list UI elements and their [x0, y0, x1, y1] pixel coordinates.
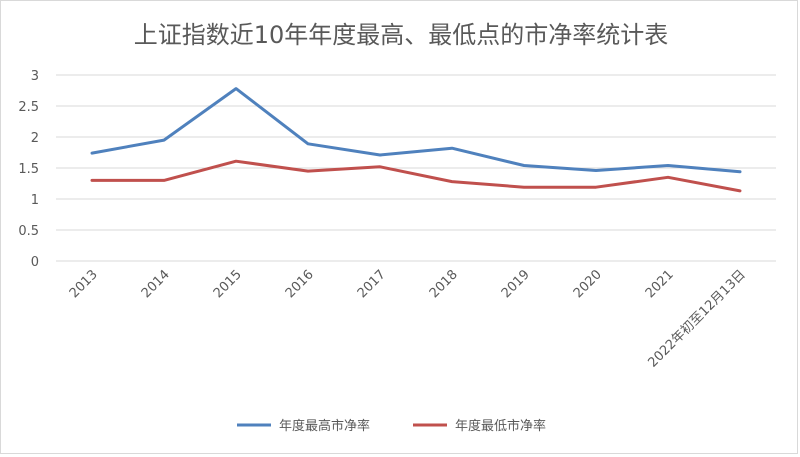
x-tick-label: 2020 — [571, 267, 605, 301]
x-axis-ticks: 2013 2014 2015 2016 2017 2018 2019 2020 20212022… — [67, 267, 749, 370]
x-tick-label: 2014 — [139, 267, 173, 301]
x-tick-label: 2016 — [283, 267, 317, 301]
chart-title: 上证指数近10年年度最高、最低点的市净率统计表 — [134, 21, 669, 49]
x-tick-label: 2013 — [67, 267, 101, 301]
legend-label: 年度最低市净率 — [455, 418, 546, 434]
series-line-2 — [90, 159, 742, 193]
legend-label: 年度最高市净率 — [279, 418, 370, 434]
series-line-1 — [90, 87, 742, 174]
y-tick-label: 0.5 — [18, 224, 39, 239]
y-tick-label: 1 — [31, 193, 39, 208]
x-tick-label: 2021 — [643, 267, 677, 301]
y-tick-label: 3 — [31, 69, 39, 84]
legend: 年度最高市净率 年度最低市净率 — [237, 418, 546, 434]
x-tick-label: 2018 — [427, 267, 461, 301]
y-tick-label: 2 — [31, 131, 39, 146]
y-tick-label: 0 — [31, 255, 39, 270]
y-axis-ticks: 3 2.5 2 1.5 1 0.5 0 — [18, 69, 39, 270]
gridlines — [56, 74, 776, 262]
x-tick-label: 2015 — [211, 267, 245, 301]
x-tick-label: 2017 — [355, 267, 389, 301]
y-tick-label: 2.5 — [18, 100, 39, 115]
series-lines — [90, 87, 742, 193]
x-tick-label: 2019 — [499, 267, 533, 301]
y-tick-label: 1.5 — [18, 162, 39, 177]
